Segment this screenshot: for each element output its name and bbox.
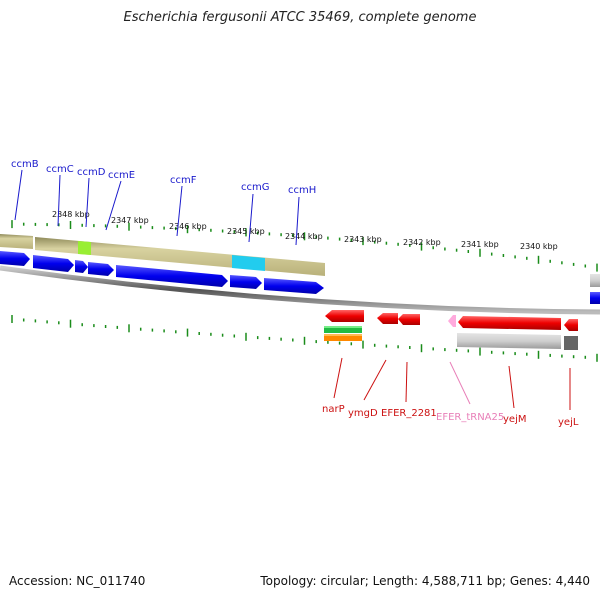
genome-summary-label: Topology: circular; Length: 4,588,711 bp… — [260, 574, 590, 588]
gene-arrow-yejL[interactable] — [564, 319, 578, 331]
gene-arrow-ccmB[interactable] — [33, 255, 74, 272]
gene-arrow-forward[interactable] — [0, 251, 30, 266]
orange-feature-bar — [324, 334, 362, 341]
gene-arrow-ccmF[interactable] — [116, 265, 228, 287]
genome-backbone — [0, 265, 600, 315]
trna-EFER_tRNA25[interactable] — [448, 315, 456, 327]
leader-line — [295, 196, 300, 246]
top-gene-labels: ccmB ccmC ccmD ccmE ccmF ccmG ccmH — [11, 159, 316, 246]
gene-label-EFER_tRNA25[interactable]: EFER_tRNA25 — [436, 412, 504, 423]
kbp-label: 2347 kbp — [111, 216, 149, 225]
leader-line — [248, 193, 254, 243]
gene-arrow-ccmG[interactable] — [230, 275, 262, 289]
gene-arrow-forward-right[interactable] — [590, 292, 600, 304]
orange-feature-highlight — [324, 334, 362, 336]
dark-feature-yejL — [564, 336, 578, 350]
gene-label-ccmH[interactable]: ccmH — [288, 185, 316, 196]
kbp-label: 2343 kbp — [344, 235, 382, 244]
kbp-scale: 2348 kbp 2347 kbp 2346 kbp 2345 kbp 2344… — [52, 210, 558, 251]
leader-line — [105, 180, 122, 231]
kbp-label: 2340 kbp — [520, 242, 558, 251]
leader-line — [14, 169, 23, 221]
kbp-label: 2345 kbp — [227, 227, 265, 236]
bottom-gene-labels: narP ymgD EFER_2281 EFER_tRNA25 yejM yej… — [322, 357, 579, 428]
green-feature-highlight — [324, 326, 362, 328]
kbp-label: 2341 kbp — [461, 240, 499, 249]
gene-arrow-EFER_2281[interactable] — [398, 314, 420, 325]
genome-title: Escherichia fergusonii ATCC 35469, compl… — [123, 10, 477, 25]
inner-tick-track — [11, 315, 598, 362]
grey-feature-right — [590, 274, 600, 287]
ccmD-band-highlight — [78, 241, 91, 255]
leader-line — [57, 174, 61, 227]
kbp-label: 2342 kbp — [403, 238, 441, 247]
gene-label-ymgD[interactable]: ymgD — [348, 408, 378, 419]
gene-label-ccmF[interactable]: ccmF — [170, 175, 197, 186]
leader-line — [363, 359, 387, 401]
gene-arrow-yejM[interactable] — [458, 316, 561, 330]
gene-label-yejL[interactable]: yejL — [558, 417, 579, 428]
cds-band-left — [0, 234, 33, 249]
gene-label-ccmD[interactable]: ccmD — [77, 167, 106, 178]
gene-label-ccmG[interactable]: ccmG — [241, 182, 270, 193]
kbp-label: 2344 kbp — [285, 232, 323, 241]
gene-arrow-ccmD[interactable] — [88, 262, 114, 276]
leader-line — [508, 365, 515, 409]
gene-label-ccmE[interactable]: ccmE — [108, 170, 135, 181]
gene-label-ccmB[interactable]: ccmB — [11, 159, 39, 170]
gene-label-yejM[interactable]: yejM — [503, 414, 526, 425]
leader-line — [85, 177, 90, 228]
forward-genes — [0, 251, 600, 304]
leader-line — [333, 357, 343, 399]
outer-tick-track — [11, 220, 598, 272]
reverse-feature-bars — [324, 326, 578, 350]
leader-line — [176, 185, 183, 237]
gene-label-ccmC[interactable]: ccmC — [46, 164, 74, 175]
gene-label-narP[interactable]: narP — [322, 404, 345, 415]
leader-line — [449, 361, 471, 405]
kbp-label: 2348 kbp — [52, 210, 90, 219]
gene-arrow-ccmH[interactable] — [264, 278, 324, 294]
kbp-label: 2346 kbp — [169, 222, 207, 231]
gene-arrow-ccmC[interactable] — [75, 260, 88, 273]
ccmG-band-highlight — [232, 255, 265, 271]
gene-arrow-ymgD[interactable] — [377, 313, 398, 324]
gene-label-EFER_2281[interactable]: EFER_2281 — [381, 408, 437, 419]
gene-arrow-narP[interactable] — [325, 310, 364, 322]
green-feature-bar — [324, 326, 362, 333]
leader-line — [405, 361, 408, 403]
reverse-genes — [325, 310, 578, 331]
cds-feature-band — [0, 234, 600, 287]
grey-feature-yejM — [457, 333, 561, 349]
accession-label: Accession: NC_011740 — [9, 574, 146, 588]
